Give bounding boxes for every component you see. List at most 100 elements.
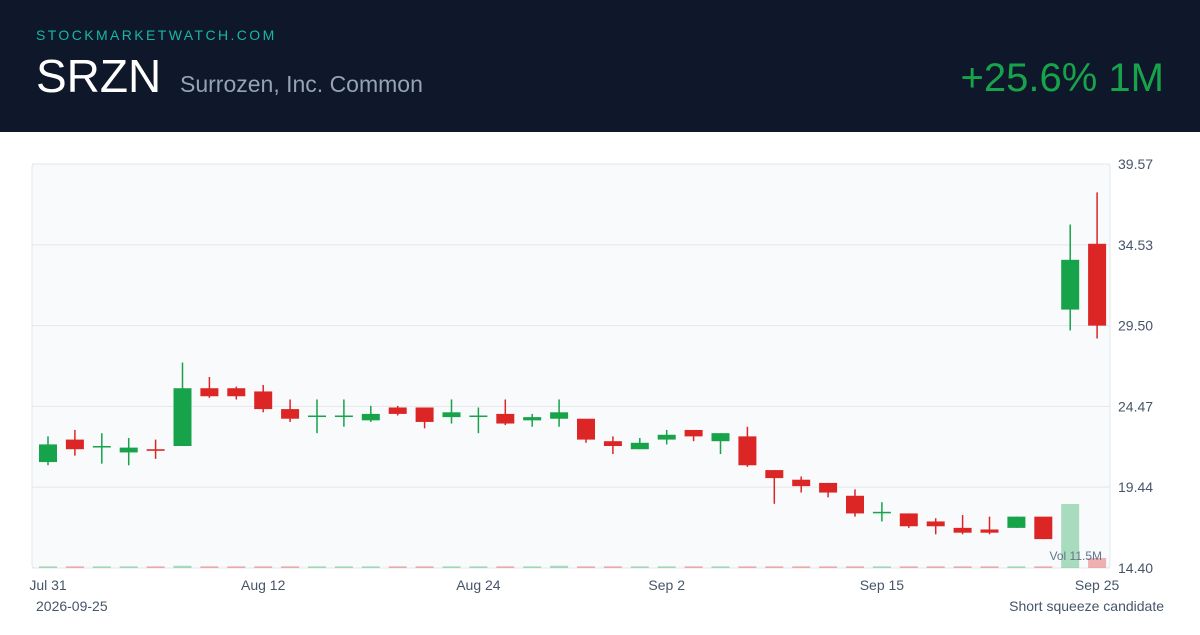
footer-date: 2026-09-25: [36, 598, 108, 614]
candle-body: [550, 412, 569, 419]
y-tick-label: 24.47: [1118, 398, 1153, 414]
volume-label: Vol 11.5M: [1050, 549, 1102, 563]
candle-body: [926, 521, 945, 527]
ticker-symbol: SRZN: [36, 50, 162, 102]
candle-body: [684, 429, 703, 437]
volume-bar: [65, 566, 84, 568]
volume-bar: [442, 566, 461, 568]
candle-body: [200, 388, 219, 397]
volume-bar: [765, 566, 784, 568]
volume-bar: [630, 566, 649, 568]
site-name[interactable]: STOCKMARKETWATCH.COM: [36, 27, 277, 43]
candle-body: [146, 449, 165, 451]
candle-body: [765, 470, 784, 479]
volume-bar: [523, 566, 542, 568]
candle-body: [523, 417, 542, 421]
volume-bar: [388, 566, 407, 568]
candle-body: [227, 388, 246, 397]
volume-bar: [254, 566, 273, 568]
candle-body: [657, 434, 676, 440]
volume-bar: [92, 566, 111, 568]
volume-bar: [496, 566, 515, 568]
volume-bar: [1061, 504, 1080, 568]
volume-bar: [39, 566, 57, 568]
volume-bar: [146, 566, 165, 568]
candle-body: [334, 415, 353, 418]
candle-body: [846, 495, 864, 514]
volume-bar: [684, 566, 703, 568]
volume-bar: [281, 566, 300, 568]
volume-bar: [926, 566, 945, 568]
candle-body: [281, 409, 300, 419]
y-tick-label: 14.40: [1118, 560, 1153, 576]
candle-body: [119, 447, 138, 453]
volume-bar: [1088, 557, 1107, 568]
candle-body: [738, 436, 757, 466]
candle-body: [577, 418, 595, 440]
candle-body: [415, 407, 434, 422]
candle-body: [1088, 243, 1107, 326]
chart-svg: 39.57 34.53 29.50 24.47 19.44 14.40 Vol 11.5M J…: [29, 156, 1153, 593]
x-tick-label: Aug 12: [241, 577, 286, 593]
candle-body: [173, 388, 192, 447]
volume-bar: [846, 566, 864, 568]
candle-body: [388, 407, 407, 414]
volume-bar: [200, 566, 219, 568]
candle-body: [603, 441, 622, 447]
candle-body: [1007, 516, 1026, 528]
volume-bar: [173, 565, 192, 568]
volume-bar: [657, 566, 676, 568]
volume-bar: [711, 566, 730, 568]
y-tick-label: 39.57: [1118, 156, 1153, 172]
x-tick-label: Sep 15: [860, 577, 905, 593]
candle-body: [496, 413, 515, 424]
x-tick-label: Sep 2: [648, 577, 685, 593]
volume-bar: [415, 566, 434, 568]
volume-bar: [1007, 566, 1026, 568]
candle-body: [92, 446, 111, 448]
volume-bar: [469, 566, 488, 568]
volume-bar: [792, 566, 811, 568]
candle-body: [792, 479, 811, 487]
header-bar: STOCKMARKETWATCH.COM SRZN Surrozen, Inc.…: [0, 0, 1200, 132]
candle-body: [980, 529, 999, 533]
volume-bar: [361, 566, 380, 568]
candle-body: [819, 482, 838, 493]
volume-bar: [227, 566, 246, 568]
candle-body: [711, 433, 730, 442]
volume-bar: [872, 566, 891, 568]
volume-bar: [819, 566, 838, 568]
candle-body: [442, 412, 461, 418]
volume-bar: [603, 566, 622, 568]
company-name: Surrozen, Inc. Common: [180, 71, 423, 97]
candle-body: [39, 444, 57, 463]
candle-body: [630, 442, 649, 450]
candle-body: [1061, 259, 1080, 310]
candle-body: [1034, 516, 1053, 540]
volume-bar: [953, 566, 972, 568]
x-tick-label: Aug 24: [456, 577, 501, 593]
price-change: +25.6% 1M: [960, 56, 1164, 100]
candlestick-chart: 39.57 34.53 29.50 24.47 19.44 14.40 Vol 11.5M J…: [0, 132, 1200, 630]
volume-bar: [550, 565, 569, 568]
y-tick-label: 19.44: [1118, 479, 1153, 495]
volume-bar: [899, 566, 918, 568]
candle-body: [65, 439, 84, 450]
volume-bar: [334, 566, 353, 568]
candle-body: [254, 391, 273, 410]
candle-body: [469, 415, 488, 418]
volume-bar: [119, 566, 138, 568]
volume-bar: [308, 566, 326, 568]
candle-body: [899, 513, 918, 527]
x-tick-label: Jul 31: [29, 577, 67, 593]
x-tick-label: Sep 25: [1075, 577, 1120, 593]
y-tick-label: 29.50: [1118, 318, 1153, 334]
volume-bar: [1034, 566, 1053, 568]
candle-body: [361, 413, 380, 421]
plot-area: [31, 163, 1111, 569]
candle-body: [953, 527, 972, 533]
candle-body: [872, 511, 891, 514]
candle-body: [308, 415, 326, 418]
footer-note: Short squeeze candidate: [1009, 598, 1164, 614]
volume-bar: [738, 566, 757, 568]
